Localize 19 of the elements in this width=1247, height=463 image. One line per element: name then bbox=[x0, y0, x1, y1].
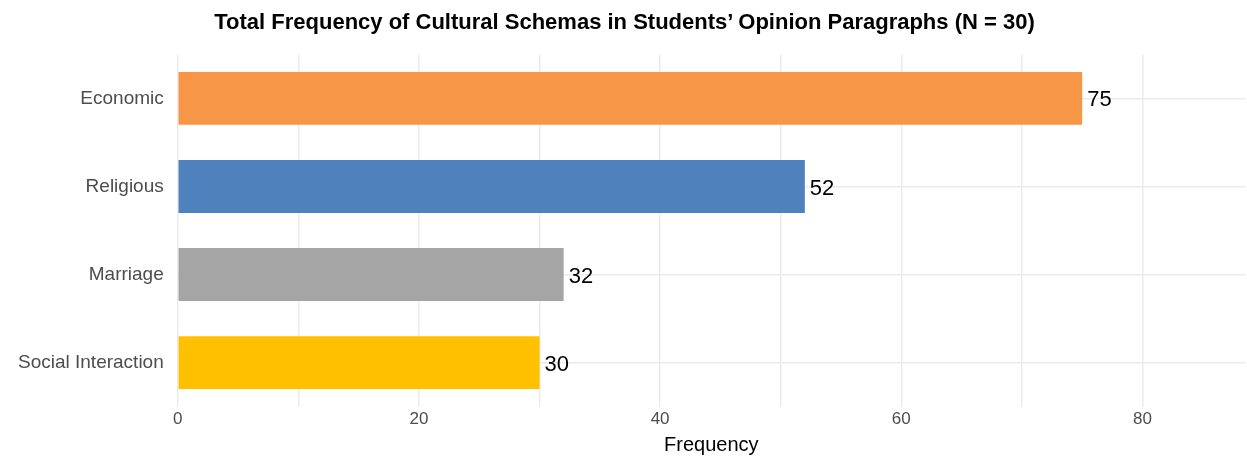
data-label: 75 bbox=[1087, 86, 1112, 112]
data-label: 30 bbox=[544, 350, 570, 376]
y-tick-label: Marriage bbox=[88, 262, 164, 284]
x-tick-label: 60 bbox=[891, 409, 911, 429]
y-tick-label: Economic bbox=[80, 86, 164, 108]
y-tick-label: Religious bbox=[85, 174, 164, 196]
x-tick-label: 0 bbox=[173, 409, 183, 429]
bar bbox=[178, 336, 540, 389]
x-tick-label: 20 bbox=[409, 409, 429, 429]
bar bbox=[178, 248, 564, 301]
x-axis-title: Frequency bbox=[664, 432, 759, 455]
x-tick-label: 80 bbox=[1133, 409, 1152, 429]
y-tick-label: Social Interaction bbox=[18, 350, 164, 372]
data-label: 52 bbox=[809, 174, 835, 200]
bar bbox=[178, 72, 1083, 125]
data-label: 32 bbox=[568, 262, 594, 288]
chart-title: Total Frequency of Cultural Schemas in Students’ Opinion Paragraphs (N = 30) bbox=[214, 9, 1035, 35]
x-tick-label: 40 bbox=[650, 409, 670, 429]
bar bbox=[178, 160, 805, 213]
